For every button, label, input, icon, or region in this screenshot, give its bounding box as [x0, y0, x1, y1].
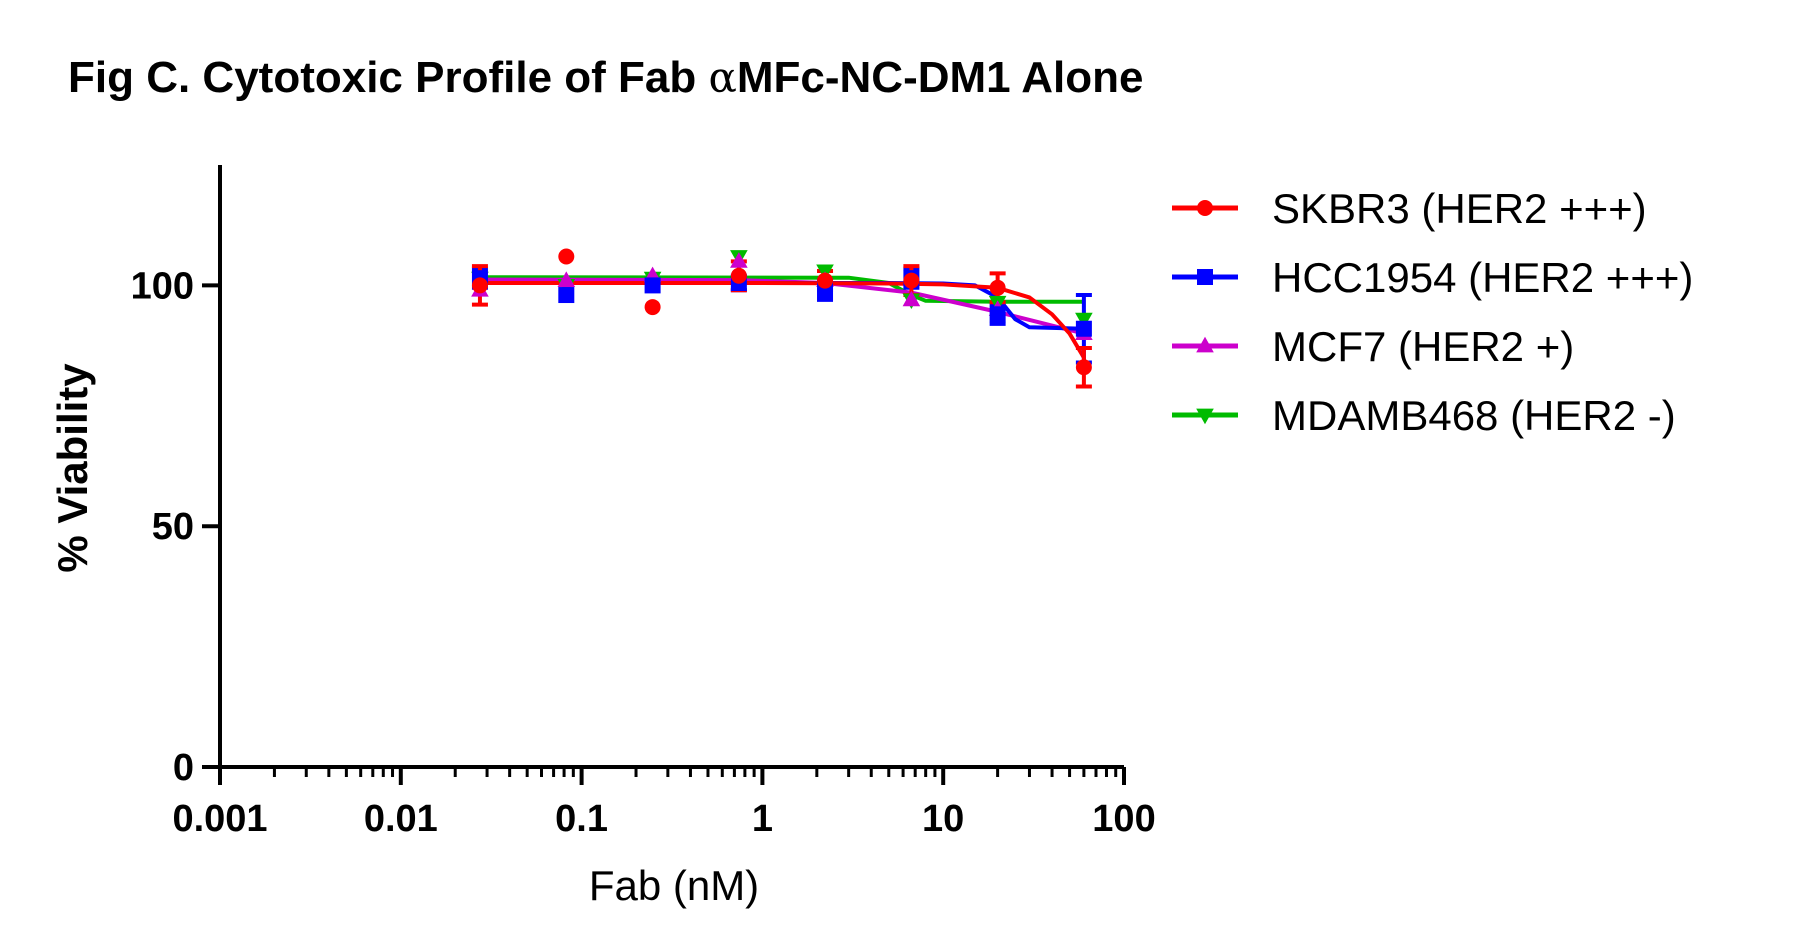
- legend-label: MCF7 (HER2 +): [1272, 323, 1574, 370]
- legend-marker: [1196, 336, 1214, 353]
- y-tick-label: 0: [173, 747, 194, 789]
- legend-label: HCC1954 (HER2 +++): [1272, 254, 1693, 301]
- data-point: [1075, 359, 1092, 376]
- chart-title: Fig C. Cytotoxic Profile of Fab αMFc-NC-…: [68, 53, 1143, 102]
- x-tick-label: 10: [922, 798, 964, 840]
- data-point: [644, 277, 661, 294]
- legend-item-2: HCC1954 (HER2 +++): [1172, 254, 1693, 301]
- legend-label: SKBR3 (HER2 +++): [1272, 185, 1647, 232]
- x-tick-label: 0.001: [172, 798, 267, 840]
- x-tick-label: 0.1: [555, 798, 608, 840]
- data-point: [902, 290, 921, 307]
- x-minor-ticks: [272, 767, 1118, 777]
- x-tick-label: 100: [1092, 798, 1155, 840]
- legend-marker: [1196, 408, 1214, 425]
- title-suffix: MFc-NC-DM1 Alone: [737, 53, 1144, 102]
- data-point: [989, 279, 1006, 296]
- data-point: [730, 252, 748, 268]
- legend-label: MDAMB468 (HER2 -): [1272, 392, 1676, 439]
- legend-item-1: SKBR3 (HER2 +++): [1172, 185, 1647, 232]
- x-tick-label: 0.01: [364, 798, 438, 840]
- x-axis-label: Fab (nM): [589, 862, 759, 909]
- data-point: [903, 272, 920, 289]
- legend-marker: [1197, 269, 1213, 285]
- legend-marker: [1197, 200, 1213, 216]
- x-tick-label: 1: [752, 798, 773, 840]
- y-tick-label: 100: [131, 265, 194, 307]
- axes: [218, 165, 1124, 769]
- legend: SKBR3 (HER2 +++) HCC1954 (HER2 +++) MCF7 (…: [1172, 185, 1693, 439]
- data-point: [558, 248, 575, 265]
- y-axis-label: % Viability: [49, 363, 96, 573]
- data-point: [644, 299, 661, 316]
- data-point: [557, 271, 576, 287]
- data-point: [1075, 320, 1092, 337]
- y-ticks: 0 50 100: [131, 265, 220, 789]
- data-point: [989, 306, 1006, 323]
- data-point: [817, 272, 834, 289]
- data-point: [471, 277, 488, 294]
- data-markers: [471, 248, 1093, 376]
- data-point: [730, 267, 747, 284]
- title-prefix: Fig C. Cytotoxic Profile of Fab: [68, 53, 708, 102]
- data-point: [1075, 312, 1093, 329]
- y-tick-label: 50: [152, 506, 194, 548]
- legend-item-3: MCF7 (HER2 +): [1172, 323, 1574, 370]
- data-point: [558, 287, 575, 304]
- x-major-ticks: 0.001 0.01 0.1 1 10 100: [172, 767, 1156, 840]
- title-alpha-symbol: α: [708, 53, 736, 102]
- legend-item-4: MDAMB468 (HER2 -): [1172, 392, 1676, 439]
